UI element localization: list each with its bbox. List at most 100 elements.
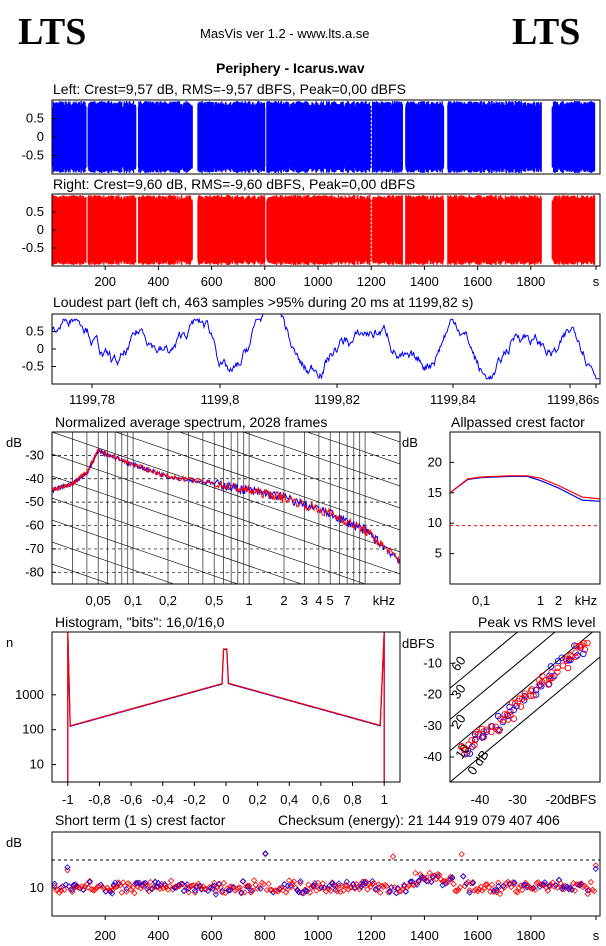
peak-rms-point [480, 733, 488, 741]
spectrum-xtick: 0,2 [159, 593, 177, 608]
crest-point [359, 881, 366, 888]
histogram-group [67, 632, 385, 782]
crest-point [456, 884, 464, 891]
peak-rms-point [580, 640, 588, 647]
peak-rms-point [519, 695, 526, 702]
crest-point [244, 882, 251, 889]
crest-point [311, 882, 318, 890]
peak-rms-xtick: dBFS [564, 792, 597, 807]
peak-rms-point [547, 663, 555, 670]
crest-point [191, 887, 199, 894]
crest-point [310, 883, 317, 890]
crest-point [302, 887, 309, 894]
peak-rms-xtick: -20 [546, 792, 565, 807]
right-xtick: s [593, 274, 600, 289]
peak-rms-point [483, 728, 490, 735]
allpass-xtick: kHz [575, 593, 597, 608]
spectrum-slope [52, 652, 400, 772]
crest-point [583, 884, 590, 891]
left-wave-title: Left: Crest=9,57 dB, RMS=-9,57 dBFS, Pea… [53, 81, 406, 97]
crest-point [415, 877, 422, 884]
peak-rms-point [554, 668, 561, 676]
crest-point [369, 880, 376, 888]
crest-point [219, 889, 226, 896]
peak-rms-point [568, 653, 576, 660]
loudest-title: Loudest part (left ch, 463 samples >95% … [53, 294, 474, 310]
spectrum-slope [52, 453, 400, 575]
spectrum-slope [52, 497, 303, 584]
peak-rms-point [510, 715, 518, 722]
allpass-series-left [449, 475, 601, 502]
crest-point [519, 886, 526, 894]
right-wave [52, 195, 596, 265]
crest-point [108, 890, 116, 897]
crest-point [278, 884, 285, 892]
peak-rms-title: Peak vs RMS level [478, 614, 596, 630]
crest-point [560, 883, 567, 890]
crest-point [318, 884, 325, 892]
crest-point [386, 887, 394, 895]
peak-rms-point [564, 664, 572, 672]
crest-point [389, 853, 397, 860]
crest-point [131, 890, 138, 897]
crest-point [367, 883, 374, 890]
crest-point [514, 889, 521, 896]
crest-point [466, 889, 473, 896]
crest-xtick: 1600 [463, 928, 492, 943]
crest-point [461, 882, 469, 890]
spectrum-slope [306, 432, 400, 465]
peak-rms-point [542, 676, 549, 684]
left-ytick-label: -0.5 [22, 148, 44, 163]
crest-point [448, 874, 456, 881]
crest-point [391, 884, 398, 891]
crest-point [100, 885, 108, 892]
crest-point [575, 881, 582, 888]
crest-point [541, 879, 548, 886]
spectrum-slope [52, 519, 239, 584]
loudest-xtick: s [593, 392, 600, 407]
crest-point [243, 883, 250, 890]
crest-frame [51, 831, 601, 917]
spectrum-slope [242, 432, 400, 487]
crest-point [375, 881, 382, 888]
crest-point [64, 864, 71, 871]
peak-rms-point [559, 662, 567, 669]
spectrum-ytick-label: -40 [25, 471, 44, 486]
peak-rms-point [584, 639, 591, 647]
peak-rms-point [567, 652, 574, 659]
crest-point [334, 888, 341, 895]
crest-point [415, 878, 422, 885]
crest-point [349, 881, 357, 888]
crest-point [420, 875, 427, 882]
peak-rms-xtick: -30 [508, 792, 527, 807]
spectrum-slope [52, 475, 367, 584]
right-xtick: 1000 [304, 274, 333, 289]
loudest-ytick-label: 0 [37, 341, 44, 356]
histogram-xtick: 0,2 [249, 792, 267, 807]
peak-rms-point [532, 686, 540, 694]
crest-point [187, 883, 194, 890]
peak-rms-point [472, 728, 480, 736]
peak-rms-diag-label: 30 [448, 681, 469, 701]
crest-title: Short term (1 s) crest factor [55, 812, 226, 828]
right-ytick-label: 0.5 [26, 204, 44, 219]
peak-rms-point [469, 743, 476, 750]
crest-point [204, 887, 212, 895]
crest-point [507, 883, 515, 891]
crest-point [335, 882, 342, 889]
peak-rms-diag-label: 60 [448, 653, 469, 673]
crest-point [533, 880, 540, 887]
peak-rms-point [468, 737, 475, 744]
peak-rms-point [527, 692, 534, 700]
crest-point [426, 869, 433, 877]
crest-point [239, 878, 247, 885]
crest-point [126, 881, 133, 888]
histogram-title: Histogram, "bits": 16,0/16,0 [55, 614, 225, 630]
crest-point [161, 880, 168, 888]
crest-xtick: 1200 [357, 928, 386, 943]
crest-point [549, 879, 556, 886]
crest-point [61, 886, 68, 893]
histogram-ylabel: n [6, 635, 13, 650]
crest-point [51, 880, 58, 887]
